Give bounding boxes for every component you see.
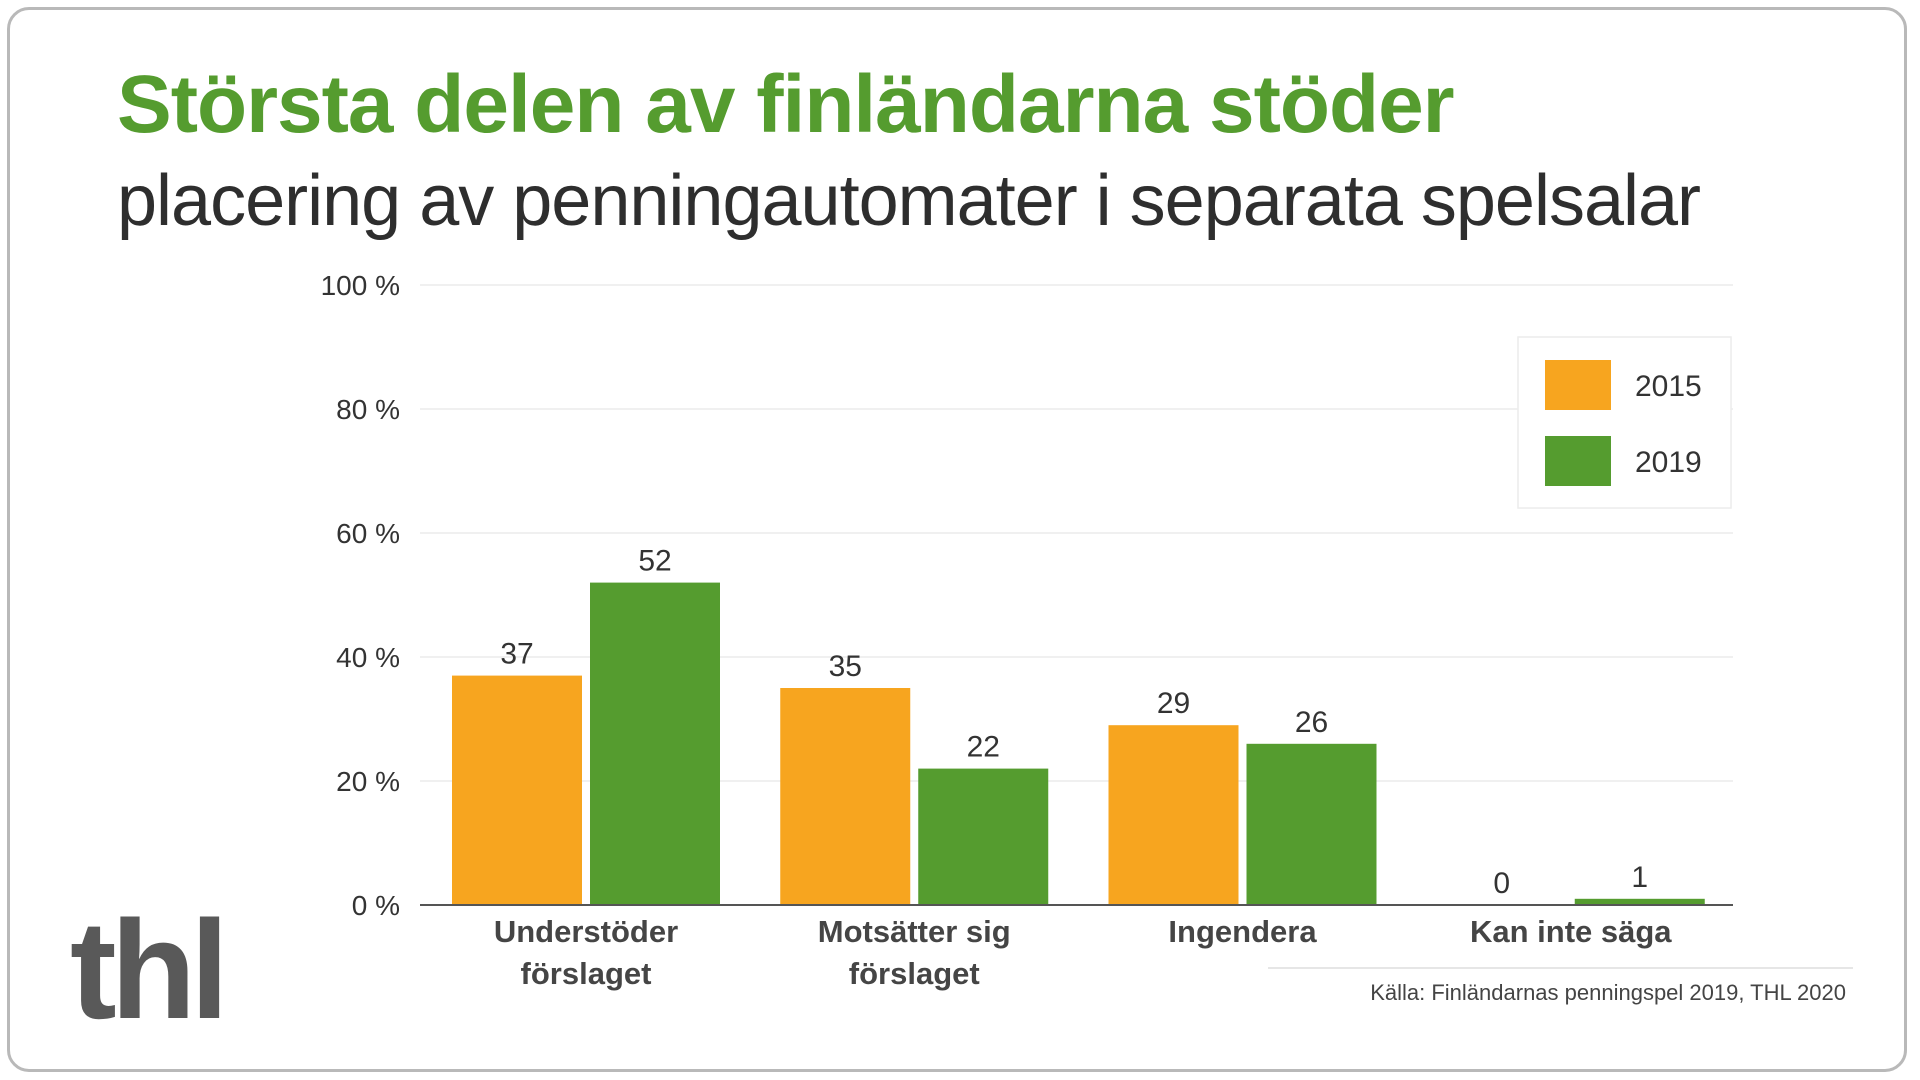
bar-2019 bbox=[1574, 898, 1705, 905]
legend-label: 2019 bbox=[1635, 446, 1702, 479]
thl-logo: thl bbox=[70, 891, 229, 1048]
source-note: Källa: Finländarnas penningspel 2019, TH… bbox=[1370, 980, 1846, 1005]
data-label: 26 bbox=[1295, 706, 1328, 739]
chart-subtitle: placering av penningautomater i separata… bbox=[117, 161, 1701, 241]
legend-swatch-2019 bbox=[1545, 436, 1611, 486]
data-label: 0 bbox=[1493, 867, 1510, 900]
legend-swatch-2015 bbox=[1545, 360, 1611, 410]
category-label: Motsätter sig bbox=[818, 914, 1011, 949]
data-label: 37 bbox=[500, 638, 533, 671]
category-label: Understöder bbox=[494, 914, 678, 949]
bar-2019 bbox=[918, 768, 1049, 905]
y-tick-label: 100 % bbox=[321, 270, 400, 301]
y-tick-label: 0 % bbox=[352, 890, 400, 921]
data-label: 52 bbox=[638, 545, 671, 578]
data-label: 35 bbox=[829, 650, 862, 683]
y-tick-label: 40 % bbox=[336, 642, 400, 673]
category-label: förslaget bbox=[521, 956, 652, 991]
bar-2015 bbox=[1108, 725, 1239, 905]
data-label: 22 bbox=[967, 731, 1000, 764]
bar-2019 bbox=[590, 582, 720, 905]
data-label: 1 bbox=[1631, 861, 1648, 894]
bar-2015 bbox=[780, 688, 911, 905]
category-label: Kan inte säga bbox=[1470, 914, 1672, 949]
category-label: förslaget bbox=[849, 956, 980, 991]
legend-label: 2015 bbox=[1635, 370, 1702, 403]
y-tick-label: 80 % bbox=[336, 394, 400, 425]
source-divider bbox=[1268, 967, 1853, 969]
category-label: Ingendera bbox=[1168, 914, 1317, 949]
bar-2015 bbox=[452, 675, 582, 905]
data-label: 29 bbox=[1157, 687, 1190, 720]
chart-title: Största delen av finländarna stöder bbox=[117, 59, 1455, 150]
bar-2019 bbox=[1246, 743, 1377, 905]
y-tick-label: 20 % bbox=[336, 766, 400, 797]
y-tick-label: 60 % bbox=[336, 518, 400, 549]
